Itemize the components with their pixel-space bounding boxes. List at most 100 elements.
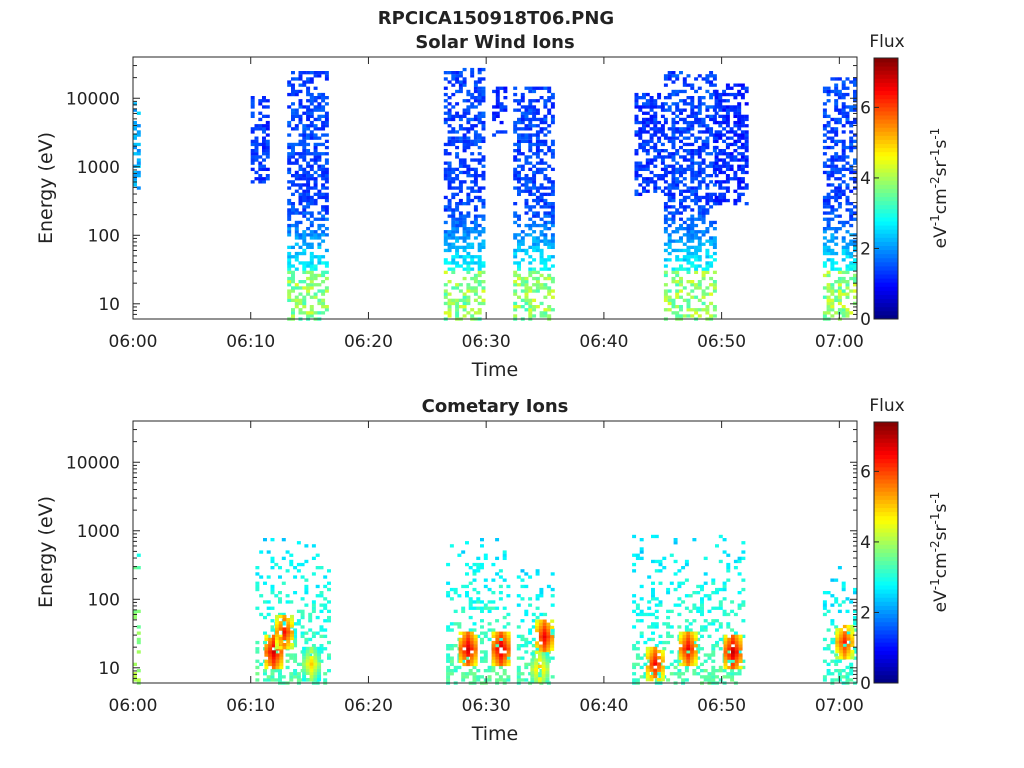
spectrogram-cell xyxy=(321,127,326,131)
spectrogram-cell xyxy=(542,625,547,630)
spectrogram-cell xyxy=(731,647,735,651)
spectrogram-cell xyxy=(520,177,525,181)
spectrogram-cell xyxy=(638,136,643,140)
spectrogram-cell xyxy=(470,117,475,122)
spectrogram-cell xyxy=(839,649,844,654)
spectrogram-cell xyxy=(697,211,702,215)
spectrogram-cell xyxy=(697,164,702,168)
spectrogram-cell xyxy=(682,220,687,225)
spectrogram-cell xyxy=(483,578,488,582)
spectrogram-cell xyxy=(690,111,695,115)
spectrogram-cell xyxy=(550,641,555,645)
spectrogram-cell xyxy=(254,124,259,128)
spectrogram-cell xyxy=(513,273,518,278)
spectrogram-cell xyxy=(684,562,689,567)
spectrogram-cell xyxy=(690,662,695,667)
spectrogram-cell xyxy=(270,556,275,561)
spectrogram-cell xyxy=(694,89,699,94)
spectrogram-cell xyxy=(530,658,535,662)
spectrogram-cell xyxy=(718,195,723,200)
spectrogram-cell xyxy=(317,242,322,246)
spectrogram-cell xyxy=(520,96,525,100)
spectrogram-cell xyxy=(709,152,714,156)
spectrogram-cell xyxy=(705,261,710,265)
spectrogram-cell xyxy=(845,283,850,287)
spectrogram-cell xyxy=(660,155,665,159)
spectrogram-cell xyxy=(835,634,840,638)
spectrogram-cell xyxy=(635,640,640,645)
spectrogram-cell xyxy=(663,270,668,275)
spectrogram-cell xyxy=(837,92,842,97)
spectrogram-cell xyxy=(550,205,555,209)
spectrogram-cell xyxy=(547,192,552,197)
colorbar-swatch xyxy=(874,66,898,71)
spectrogram-cell xyxy=(705,108,710,112)
spectrogram-cell xyxy=(477,295,482,299)
spectrogram-cell xyxy=(286,621,291,625)
spectrogram-cell xyxy=(524,308,529,312)
spectrogram-cell xyxy=(718,167,723,172)
spectrogram-cell xyxy=(826,174,831,178)
spectrogram-cell xyxy=(826,145,831,150)
spectrogram-cell xyxy=(667,239,672,243)
spectrogram-cell xyxy=(671,164,676,168)
spectrogram-cell xyxy=(517,174,521,178)
spectrogram-cell xyxy=(830,650,835,654)
spectrogram-cell xyxy=(324,208,329,212)
spectrogram-cell xyxy=(635,603,640,607)
spectrogram-cell xyxy=(682,298,687,303)
spectrogram-cell xyxy=(645,117,650,122)
spectrogram-cell xyxy=(714,180,719,184)
spectrogram-cell xyxy=(458,264,463,268)
spectrogram-cell xyxy=(309,92,314,97)
spectrogram-cell xyxy=(541,655,546,659)
spectrogram-cell xyxy=(546,638,551,642)
spectrogram-cell xyxy=(477,233,482,237)
colorbar-swatch xyxy=(874,151,898,157)
colorbar-tick-label: 4 xyxy=(860,533,871,553)
spectrogram-cell xyxy=(834,89,839,94)
spectrogram-cell xyxy=(447,208,452,212)
spectrogram-cell xyxy=(539,142,544,147)
spectrogram-cell xyxy=(679,155,683,159)
spectrogram-cell xyxy=(737,195,742,200)
spectrogram-cell xyxy=(841,96,846,100)
spectrogram-cell xyxy=(690,644,695,648)
spectrogram-cell xyxy=(846,643,851,648)
colorbar-swatch xyxy=(874,184,898,189)
spectrogram-cell xyxy=(550,192,555,197)
spectrogram-cell xyxy=(462,164,467,168)
spectrogram-cell xyxy=(317,273,322,278)
spectrogram-cell xyxy=(826,669,831,673)
spectrogram-cell xyxy=(455,311,460,315)
spectrogram-cell xyxy=(539,158,544,162)
spectrogram-cell xyxy=(506,678,511,682)
spectrogram-cell xyxy=(309,276,314,281)
spectrogram-cell xyxy=(653,158,658,162)
spectrogram-cell xyxy=(658,569,663,573)
spectrogram-cell xyxy=(669,672,674,676)
spectrogram-cell xyxy=(502,606,507,610)
spectrogram-cell xyxy=(528,575,533,579)
spectrogram-cell xyxy=(446,594,451,598)
spectrogram-cell xyxy=(524,86,529,90)
spectrogram-cell xyxy=(532,242,537,246)
spectrogram-cell xyxy=(443,301,448,306)
spectrogram-cell xyxy=(682,108,687,112)
spectrogram-cell xyxy=(837,155,842,159)
spectrogram-cell xyxy=(532,124,537,128)
spectrogram-cell xyxy=(302,183,307,187)
spectrogram-cell xyxy=(645,167,650,172)
spectrogram-cell xyxy=(287,180,292,184)
spectrogram-cell xyxy=(477,230,482,234)
spectrogram-cell xyxy=(275,662,280,667)
spectrogram-cell xyxy=(263,678,267,682)
spectrogram-cell xyxy=(830,189,835,193)
spectrogram-cell xyxy=(308,637,313,642)
spectrogram-cell xyxy=(499,105,504,109)
spectrogram-cell xyxy=(707,597,712,601)
spectrogram-cell xyxy=(319,603,324,607)
spectrogram-cell xyxy=(697,264,702,268)
spectrogram-cell xyxy=(538,652,542,656)
spectrogram-cell xyxy=(468,672,473,676)
